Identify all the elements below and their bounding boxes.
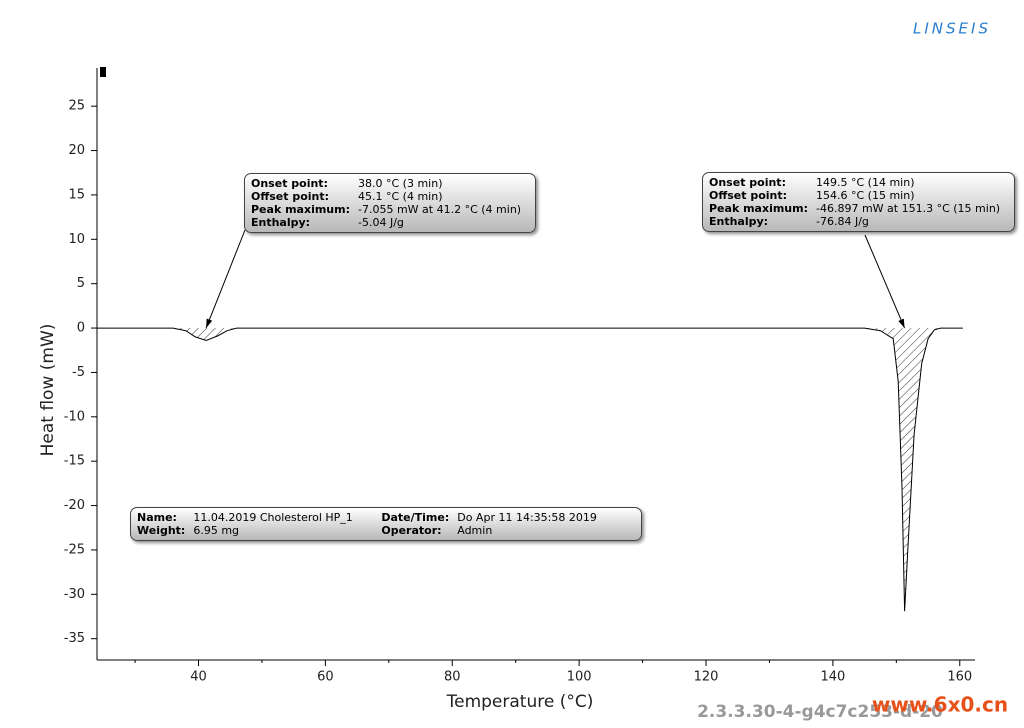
annotation-value: 45.1 °C (4 min) [358,190,443,203]
y-tick-label: -30 [64,587,85,602]
x-tick-label: 140 [820,670,845,685]
info-value: Admin [457,524,493,537]
y-tick-label: -15 [64,454,85,469]
annotation-label: Enthalpy: [251,216,311,229]
info-value: 6.95 mg [193,524,240,537]
annotation-value: -7.055 mW at 41.2 °C (4 min) [358,203,522,216]
info-value: Do Apr 11 14:35:58 2019 [457,511,597,524]
y-tick-label: 10 [68,232,85,247]
leader-line [205,229,246,329]
annotation-value: -46.897 mW at 151.3 °C (15 min) [816,202,1001,215]
watermark: www.6x0.cn [872,693,1008,717]
info-value: 11.04.2019 Cholesterol HP_1 [193,511,353,524]
x-tick-label: 60 [317,670,334,685]
peak-area [97,328,963,612]
y-tick-label: -25 [64,542,85,557]
annotation-label: Peak maximum: [251,203,350,216]
x-tick-label: 80 [444,670,461,685]
annotation-value: 154.6 °C (15 min) [816,189,915,202]
annotation-label: Peak maximum: [709,202,808,215]
y-tick-label: 25 [68,99,85,114]
leader-line [864,234,906,329]
y-tick-label: -20 [64,498,85,513]
curve [97,327,963,612]
y-tick-label: 15 [68,187,85,202]
info-label: Date/Time: [381,511,450,524]
annotation-value: 149.5 °C (14 min) [816,176,915,189]
info-label: Weight: [137,524,186,537]
y-tick-label: -35 [64,631,85,646]
y-axis-label: Heat flow (mW) [38,324,58,457]
annotation-label: Onset point: [251,177,328,190]
annotation-value: -76.84 J/g [816,215,869,228]
annotation-label: Offset point: [709,189,788,202]
annotation-label: Onset point: [709,176,786,189]
annotation-label: Enthalpy: [709,215,769,228]
leader-arrow [898,318,905,329]
annotation-box: Onset point: 38.0 °C (3 min) Offset point:… [244,173,537,233]
y-tick-label: 20 [68,143,85,158]
x-axis-label: Temperature (°C) [446,692,594,712]
annotation-value: 38.0 °C (3 min) [358,177,443,190]
y-tick-label: 0 [77,321,85,336]
x-tick-label: 160 [947,670,972,685]
annotation-box: Onset point: 149.5 °C (14 min) Offset poin… [702,172,1016,232]
footer: 2.3.3.30-4-g4c7c253-d-20 [697,702,943,722]
x-tick-label: 100 [567,670,592,685]
y-tick-label: -10 [64,409,85,424]
info-label: Name: [137,511,177,524]
x-tick-label: 120 [694,670,719,685]
x-tick-label: 40 [190,670,207,685]
y-tick-label: 5 [77,276,85,291]
marker [100,67,106,77]
logo: LINSEIS [913,20,991,38]
y-tick-label: -5 [72,365,85,380]
info-box: Name: 11.04.2019 Cholesterol HP_1 Date/Tim… [130,507,642,541]
leader-arrow [206,318,213,329]
annotation-label: Offset point: [251,190,330,203]
info-label: Operator: [381,524,442,537]
annotation-value: -5.04 J/g [358,216,404,229]
